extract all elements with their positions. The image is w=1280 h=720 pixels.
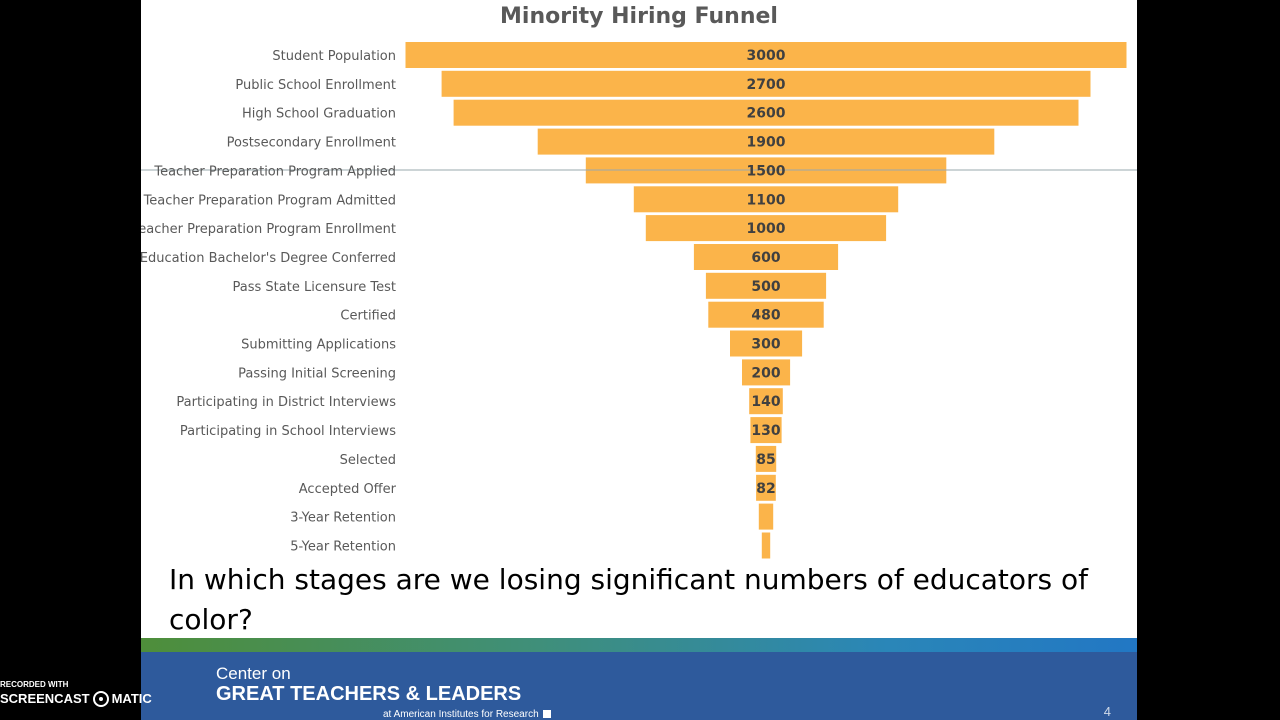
stage-label: Certified [340,309,396,324]
chart-title: Minority Hiring Funnel [500,4,778,29]
stage-label: Education Bachelor's Degree Conferred [141,251,396,266]
value-label: 500 [751,279,780,295]
funnel-bar [537,128,995,155]
brand-line-3: at American Institutes for Research [383,709,551,720]
value-label: 1000 [747,221,786,237]
funnel-bar [441,70,1091,97]
stage-label: Teacher Preparation Program Admitted [143,193,396,208]
funnel-bar [693,244,839,270]
stage-label: Teacher Preparation Program Enrollment [141,222,396,237]
stage-label: Submitting Applications [241,338,396,353]
funnel-bar [633,186,899,213]
footer: Center on GREAT TEACHERS & LEADERS at Am… [141,652,1137,720]
brand-line-3-text: at American Institutes for Research [383,709,539,720]
watermark-bottom: SCREENCAST MATIC [0,690,152,708]
stage-label: High School Graduation [242,107,396,122]
funnel-bar [749,388,783,415]
stage-label: Selected [340,453,396,468]
watermark-left-word: SCREENCAST [0,691,90,706]
stage-label: Student Population [272,49,396,64]
stage-label: Public School Enrollment [235,78,396,93]
funnel-bar [756,474,776,501]
funnel-bar [705,272,827,299]
value-label: 2700 [747,77,786,93]
value-label: 300 [751,337,780,353]
stage-label: Accepted Offer [299,482,397,497]
watermark-top-text: RECORDED WITH [0,680,69,689]
stage-label: Participating in District Interviews [176,395,396,410]
screencast-logo-icon [92,690,109,707]
funnel-bar [708,301,824,328]
stage-label: 5-Year Retention [290,540,396,555]
stage-label: Participating in School Interviews [180,424,396,439]
slide: Minority Hiring Funnel Student Populatio… [141,0,1137,720]
funnel-bar [758,503,774,530]
value-label: 140 [751,394,780,410]
stage-label: Passing Initial Screening [238,366,396,381]
value-label: 85 [756,452,775,468]
value-label: 3000 [747,48,786,64]
stage-label: 3-Year Retention [290,511,396,526]
funnel-bar [405,42,1127,68]
funnel-bar [645,215,887,242]
funnel-bar [755,445,777,472]
funnel-bar [750,417,782,444]
screencast-watermark: RECORDED WITH SCREENCAST MATIC [0,680,152,720]
funnel-bar [742,359,791,386]
value-label: 1500 [747,163,786,179]
brand-square-icon [542,710,551,719]
stage-label: Postsecondary Enrollment [227,136,396,151]
funnel-bar [761,532,771,559]
value-label: 130 [751,423,780,439]
funnel-chart: Student Population 3000 Public School Enro… [141,42,1137,559]
funnel-bar [730,330,803,357]
footer-stripe [141,638,1137,652]
stage-label: Pass State Licensure Test [233,280,396,295]
value-label: 1900 [747,135,786,151]
question-text: In which stages are we losing significan… [169,563,1089,636]
value-label: 2600 [747,106,786,122]
brand-line-2: GREAT TEACHERS & LEADERS [216,683,522,705]
value-label: 82 [756,481,775,497]
value-label: 480 [751,308,780,324]
value-label: 600 [751,250,780,266]
watermark-right-word: MATIC [111,691,152,706]
value-label: 1100 [747,192,786,208]
stage-label: Teacher Preparation Program Applied [153,164,396,179]
page-number: 4 [1103,704,1111,719]
value-label: 200 [751,365,780,381]
funnel-bar [453,99,1079,126]
brand-line-1: Center on [216,664,291,683]
